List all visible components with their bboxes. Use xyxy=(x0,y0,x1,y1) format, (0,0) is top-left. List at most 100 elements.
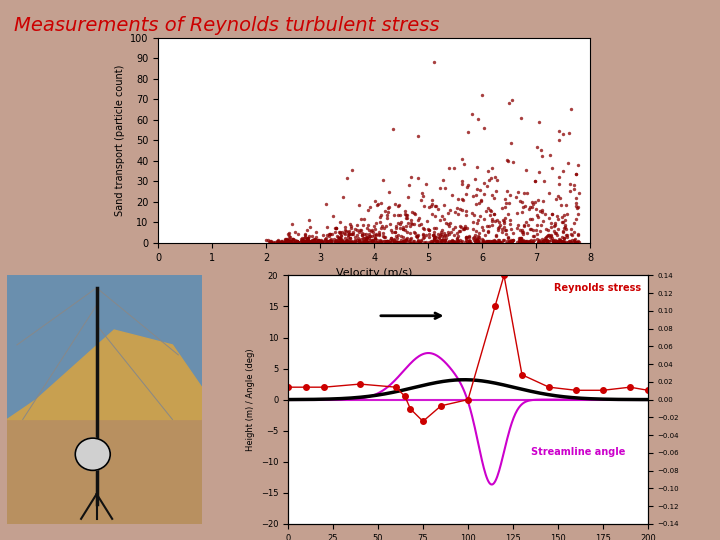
Point xyxy=(397,225,408,234)
Point xyxy=(276,237,287,245)
Point xyxy=(433,233,444,242)
Point xyxy=(417,224,428,232)
Point xyxy=(279,238,290,247)
Point xyxy=(311,238,323,246)
Point xyxy=(469,237,480,246)
Point xyxy=(280,237,292,245)
Point xyxy=(426,238,438,247)
Point xyxy=(462,181,474,190)
Point xyxy=(452,195,464,204)
Point xyxy=(450,237,462,245)
Point xyxy=(362,206,374,215)
Point xyxy=(405,234,417,242)
Point xyxy=(515,226,526,234)
Point xyxy=(349,236,361,245)
Point xyxy=(488,237,500,246)
Point xyxy=(412,231,423,240)
Point xyxy=(541,235,553,244)
Point xyxy=(474,235,485,244)
Point xyxy=(292,230,303,239)
Point xyxy=(354,238,366,247)
Point xyxy=(480,230,491,239)
Point xyxy=(341,239,352,247)
Point xyxy=(395,238,407,247)
Point xyxy=(432,204,444,213)
Point xyxy=(440,219,451,227)
Point xyxy=(429,201,441,210)
Point xyxy=(460,207,472,215)
Point xyxy=(353,236,364,245)
Point xyxy=(386,236,397,245)
Point xyxy=(303,237,315,245)
Point xyxy=(430,237,441,246)
Point xyxy=(456,225,468,234)
Point xyxy=(374,230,385,239)
Point xyxy=(443,227,454,236)
Point xyxy=(460,211,472,220)
Point xyxy=(330,238,341,247)
Point xyxy=(379,237,390,245)
Point xyxy=(379,224,390,232)
Point xyxy=(517,237,528,246)
Point xyxy=(423,230,434,238)
Point xyxy=(564,237,575,246)
Point xyxy=(456,180,468,188)
Point xyxy=(467,192,479,200)
Point xyxy=(279,236,291,245)
Point xyxy=(400,210,411,218)
Point xyxy=(432,230,444,238)
Point xyxy=(518,230,529,238)
Point xyxy=(272,237,284,246)
Point xyxy=(322,237,333,246)
Point xyxy=(384,238,396,246)
Point xyxy=(377,237,388,246)
Point xyxy=(306,238,318,247)
Point xyxy=(358,237,369,245)
Point xyxy=(534,238,545,247)
Point xyxy=(570,199,582,207)
Point xyxy=(549,229,561,238)
Point xyxy=(492,236,503,245)
Point xyxy=(459,224,471,232)
Point xyxy=(390,238,401,247)
Point xyxy=(320,235,331,244)
Point xyxy=(343,230,355,238)
Point xyxy=(505,139,517,147)
Point xyxy=(379,233,390,241)
Point xyxy=(483,221,495,230)
Point xyxy=(553,136,564,144)
Point xyxy=(345,238,356,246)
Point xyxy=(472,236,483,245)
Point xyxy=(320,200,332,208)
Point xyxy=(532,239,544,247)
Point xyxy=(402,219,414,227)
Point xyxy=(269,238,281,246)
Point xyxy=(336,237,347,246)
Point xyxy=(555,201,567,210)
Point xyxy=(460,234,472,242)
Point xyxy=(436,236,447,245)
Point xyxy=(553,180,564,188)
Point xyxy=(296,235,307,244)
Point xyxy=(454,236,466,245)
Point xyxy=(356,234,367,243)
Point xyxy=(266,238,277,247)
Point xyxy=(276,239,287,247)
Point xyxy=(341,236,352,245)
Point xyxy=(279,238,290,247)
Point xyxy=(523,237,534,245)
Point xyxy=(287,238,298,246)
Point xyxy=(527,232,539,241)
Point xyxy=(289,238,300,246)
Point xyxy=(302,233,313,242)
Point xyxy=(345,234,356,243)
Point xyxy=(572,238,583,247)
Point xyxy=(572,238,583,246)
Point xyxy=(338,192,349,201)
Point xyxy=(300,233,311,241)
Point xyxy=(438,200,450,209)
Point xyxy=(315,237,326,246)
Point xyxy=(347,228,359,237)
Point xyxy=(557,226,569,235)
Point xyxy=(436,212,448,221)
